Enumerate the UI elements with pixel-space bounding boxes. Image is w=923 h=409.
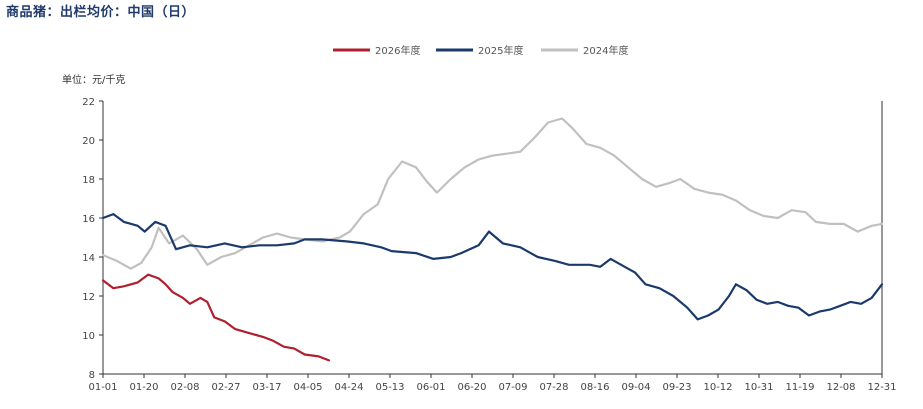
x-tick-label: 05-13 — [375, 382, 404, 393]
x-tick-label: 10-12 — [703, 382, 732, 393]
x-tick-label: 04-05 — [293, 382, 322, 393]
x-tick-label: 01-20 — [129, 382, 158, 393]
x-tick-label: 09-04 — [621, 382, 650, 393]
y-tick-label: 16 — [82, 214, 95, 225]
series-line-2025年度 — [101, 213, 884, 321]
y-tick-label: 20 — [82, 136, 95, 147]
y-tick-label: 14 — [82, 253, 95, 264]
y-tick-label: 18 — [82, 175, 95, 186]
x-tick-label: 12-08 — [826, 382, 855, 393]
x-tick-label: 11-19 — [785, 382, 814, 393]
series-line-2026年度 — [101, 273, 331, 362]
chart-title: 商品猪：出栏均价：中国（日） — [6, 5, 196, 20]
legend: 2026年度 2025年度 2024年度 — [333, 44, 628, 57]
x-tick-label: 06-01 — [416, 382, 445, 393]
y-tick-label: 12 — [82, 292, 95, 303]
legend-label: 2026年度 — [375, 44, 420, 57]
x-tick-label: 02-08 — [170, 382, 199, 393]
y-tick-label: 10 — [82, 331, 95, 342]
x-tick-label: 04-24 — [334, 382, 363, 393]
legend-label: 2025年度 — [478, 44, 523, 57]
x-tick-label: 07-09 — [498, 382, 527, 393]
x-tick-label: 10-31 — [744, 382, 773, 393]
series-layer — [101, 117, 884, 362]
y-tick-label: 8 — [89, 370, 95, 381]
x-tick-label: 06-20 — [457, 382, 486, 393]
x-tick-label: 01-01 — [88, 382, 117, 393]
x-tick-label: 09-23 — [662, 382, 691, 393]
unit-label: 单位：元/千克 — [62, 73, 125, 86]
axes: 8 10 12 14 16 18 20 22 01-01 01-20 02-08 02-27 03-17… — [82, 97, 896, 393]
legend-label: 2024年度 — [583, 44, 628, 57]
x-tick-label: 08-16 — [580, 382, 609, 393]
x-tick-label: 02-27 — [211, 382, 240, 393]
x-tick-label: 07-28 — [539, 382, 568, 393]
x-tick-label: 03-17 — [252, 382, 281, 393]
x-tick-label: 12-31 — [867, 382, 896, 393]
series-line-2024年度 — [101, 117, 884, 270]
y-tick-label: 22 — [82, 97, 95, 108]
